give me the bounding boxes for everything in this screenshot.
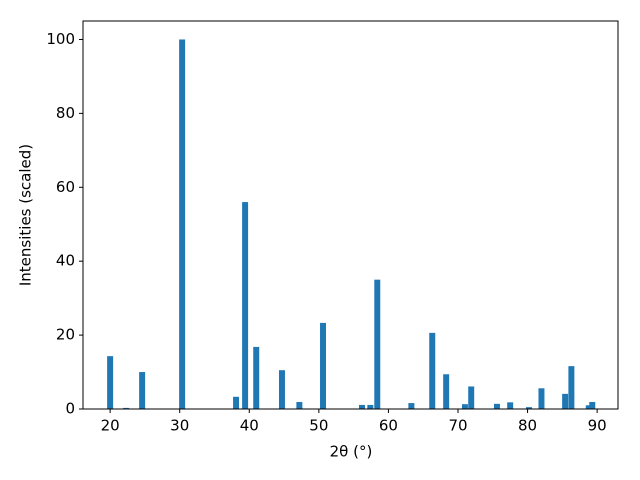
x-tick-label: 70: [448, 417, 467, 435]
y-tick-label: 80: [56, 104, 75, 122]
bar: [562, 393, 569, 409]
x-tick-label: 30: [170, 417, 189, 435]
bar: [538, 388, 545, 409]
y-tick-label: 20: [56, 326, 75, 344]
bar: [443, 374, 450, 409]
bar: [585, 405, 592, 409]
x-tick-label: 60: [379, 417, 398, 435]
bar: [461, 404, 468, 409]
bar: [242, 202, 249, 409]
bar: [367, 404, 374, 409]
y-tick-label: 40: [56, 252, 75, 270]
bar: [253, 346, 260, 409]
bar: [278, 370, 285, 409]
bar: [589, 401, 596, 409]
x-tick-label: 90: [588, 417, 607, 435]
bar: [358, 404, 365, 409]
bar: [408, 403, 415, 409]
x-tick-label: 80: [518, 417, 537, 435]
bar: [507, 402, 514, 409]
y-tick-label: 0: [65, 400, 75, 418]
x-tick-label: 50: [309, 417, 328, 435]
y-tick-label: 100: [46, 30, 75, 48]
x-tick-label: 20: [101, 417, 120, 435]
x-tick-label: 40: [240, 417, 259, 435]
bar: [429, 332, 436, 409]
bar: [139, 372, 146, 409]
bar: [493, 403, 500, 409]
bar: [296, 401, 303, 409]
bar: [568, 366, 575, 409]
bar: [107, 356, 114, 409]
y-tick-label: 60: [56, 178, 75, 196]
bar: [233, 396, 240, 409]
bar: [123, 407, 130, 409]
bar: [468, 386, 475, 409]
x-axis-label: 2θ (°): [330, 443, 373, 461]
bar: [525, 407, 532, 409]
y-axis-label: Intensities (scaled): [17, 144, 35, 286]
bar: [320, 322, 327, 409]
bar: [374, 279, 381, 409]
plot-frame: [82, 20, 619, 410]
bar: [179, 39, 186, 409]
